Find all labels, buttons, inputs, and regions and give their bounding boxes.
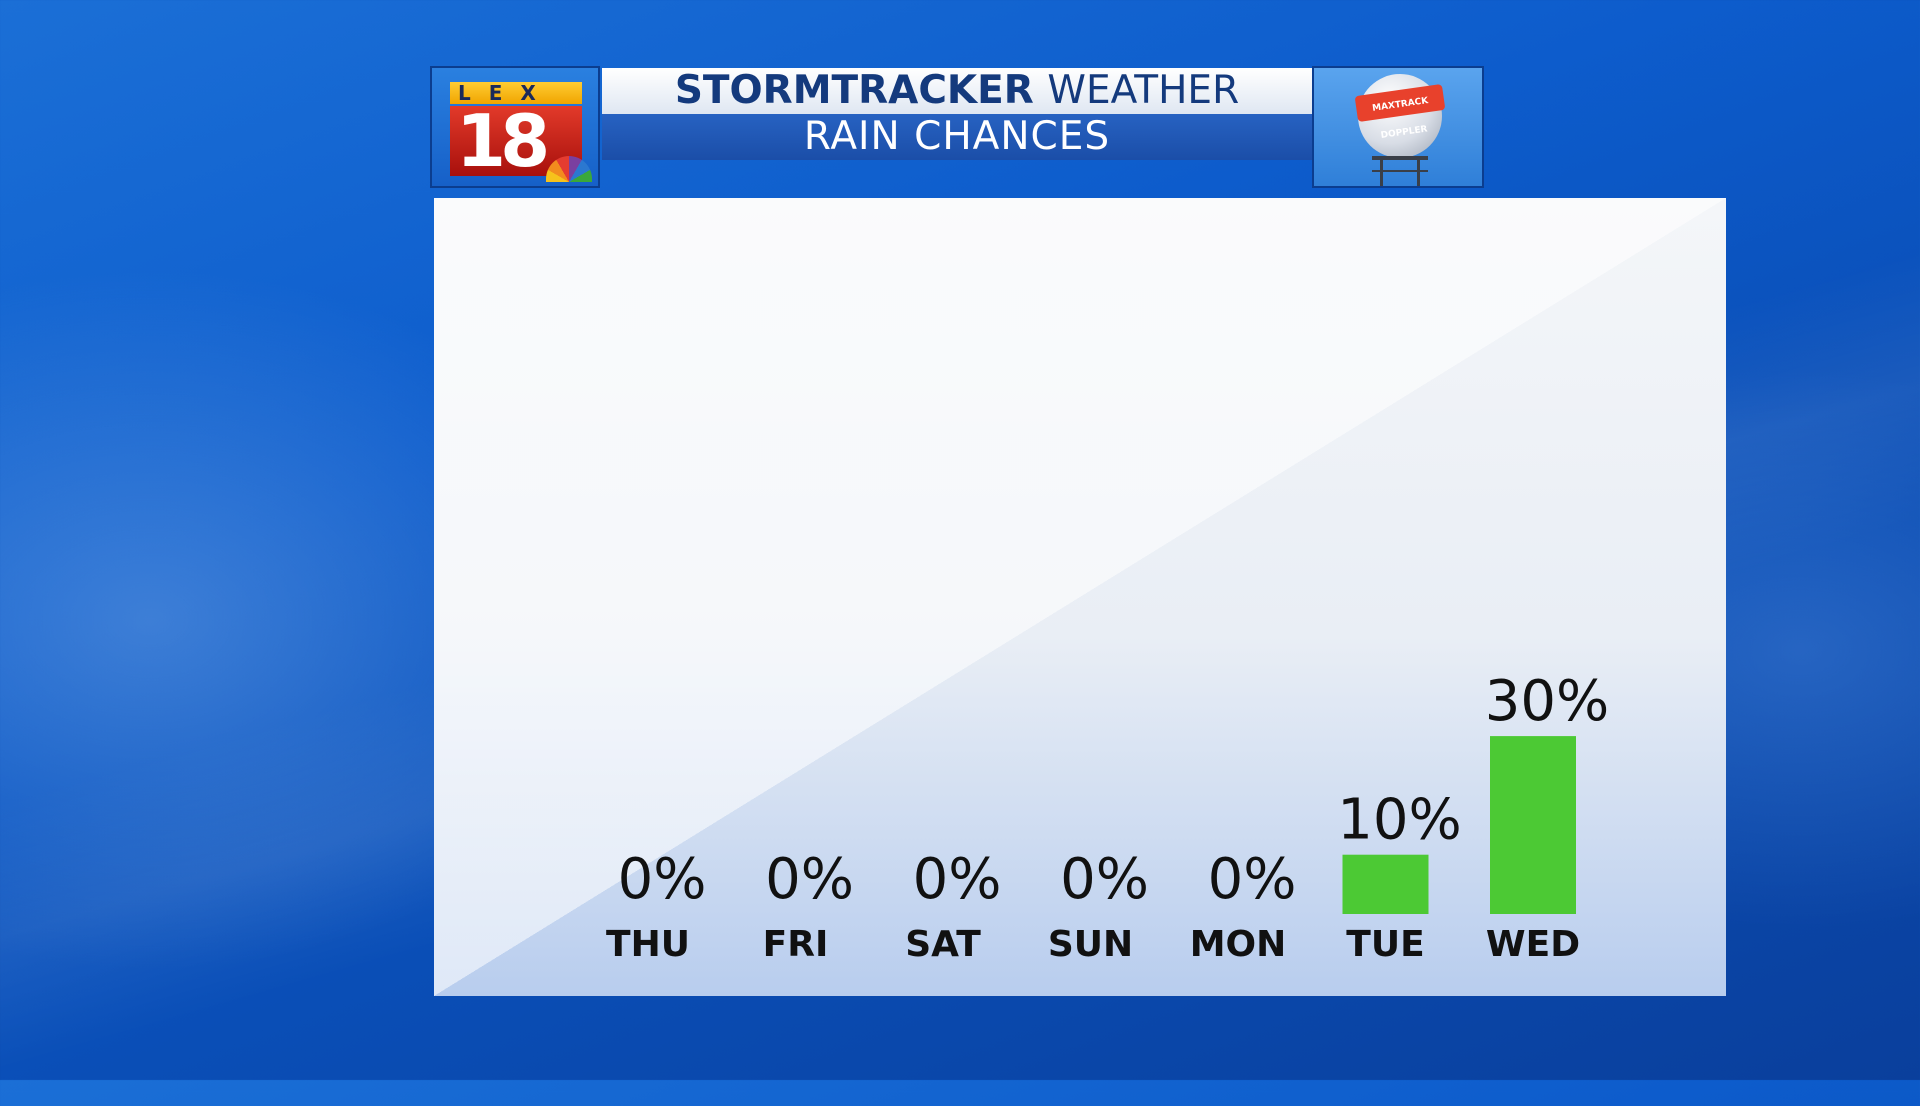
- day-label-tue: TUE: [1346, 924, 1424, 965]
- title-normal: WEATHER: [1047, 68, 1240, 113]
- day-label-sun: SUN: [1048, 924, 1133, 965]
- doppler-radar-logo: MAXTRACK DOPPLER: [1312, 66, 1484, 188]
- radar-badge-text: MAXTRACK DOPPLER: [1371, 96, 1429, 141]
- day-label-wed: WED: [1486, 924, 1580, 965]
- rain-chance-chart: 0% THU 0% FRI 0% SAT 0% SUN 0% MON 10% TUE 30% WED: [606, 669, 1609, 965]
- page-title: STORMTRACKER WEATHER: [602, 68, 1312, 114]
- value-label-tue: 10%: [1337, 788, 1461, 853]
- value-label-sun: 0%: [1060, 847, 1149, 912]
- logo-lex-text: LEX: [450, 82, 582, 104]
- value-label-mon: 0%: [1208, 847, 1297, 912]
- value-label-fri: 0%: [765, 847, 854, 912]
- day-label-fri: FRI: [763, 924, 829, 965]
- value-label-wed: 30%: [1485, 669, 1609, 734]
- value-label-thu: 0%: [618, 847, 707, 912]
- day-label-mon: MON: [1190, 924, 1287, 965]
- page-subtitle: RAIN CHANCES: [602, 114, 1312, 160]
- bar-tue: [1342, 854, 1429, 914]
- bar-wed: [1490, 736, 1576, 914]
- header: LEX 18 STORMTRACKER WEATHER RAIN CHANCES…: [430, 66, 1484, 188]
- title-bold: STORMTRACKER: [674, 68, 1034, 113]
- day-label-sat: SAT: [905, 924, 981, 965]
- day-label-thu: THU: [606, 924, 690, 965]
- station-logo: LEX 18: [430, 66, 600, 188]
- title-block: STORMTRACKER WEATHER RAIN CHANCES: [602, 66, 1312, 188]
- value-label-sat: 0%: [913, 847, 1002, 912]
- chart-panel: 0% THU 0% FRI 0% SAT 0% SUN 0% MON 10% TUE 30% WED: [434, 198, 1726, 996]
- radar-tower-icon: [1372, 156, 1428, 186]
